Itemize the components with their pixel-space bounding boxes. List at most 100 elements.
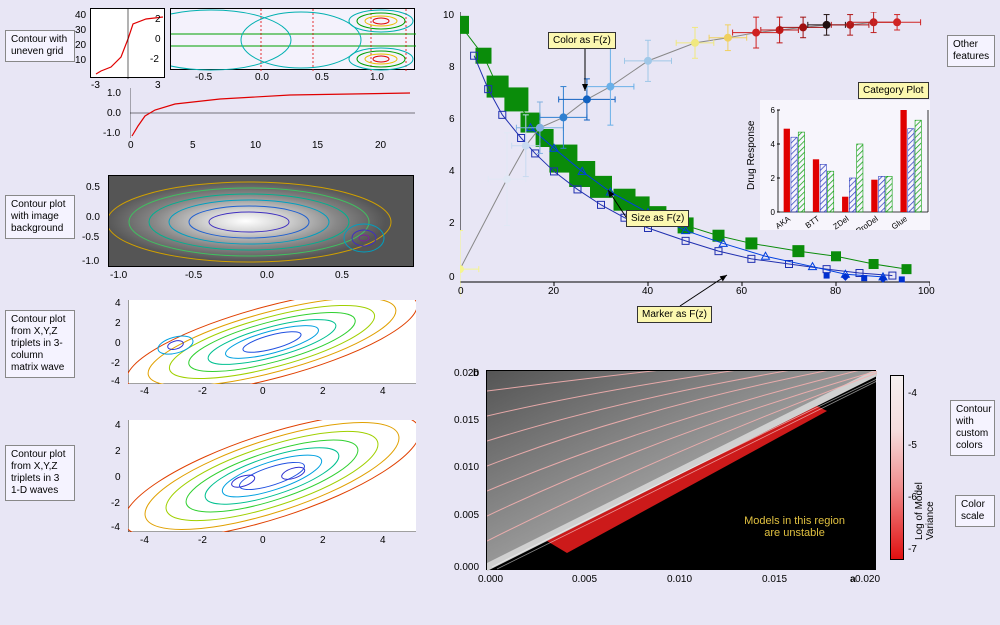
contour1 <box>128 300 416 384</box>
xt: 1.0 <box>370 72 384 83</box>
yt: 0 <box>449 272 455 283</box>
text: Color scale <box>961 499 985 522</box>
svg-text:ZDel: ZDel <box>831 214 850 230</box>
xt: 20 <box>548 286 559 297</box>
yt: 0.0 <box>86 212 100 223</box>
xt: 0.0 <box>260 270 274 281</box>
colorbar <box>890 375 904 560</box>
svg-text:AKA: AKA <box>774 214 793 230</box>
text: Size as F(z) <box>631 213 684 224</box>
contours-image <box>109 176 415 268</box>
xt: 15 <box>312 140 323 151</box>
xt: 5 <box>190 140 196 151</box>
category-plot: AKABTTZDelProDelGlue0246 <box>760 100 930 230</box>
label-image-bg: Contour plot with image background <box>5 195 75 239</box>
cb-t: -7 <box>908 544 917 555</box>
yt: -2 <box>111 358 120 369</box>
xt: 20 <box>375 140 386 151</box>
yt: 4 <box>115 420 121 431</box>
xt: 0.005 <box>572 574 597 585</box>
svg-text:ProDel: ProDel <box>855 214 880 230</box>
xt: 0.010 <box>667 574 692 585</box>
yt: 2 <box>449 218 455 229</box>
red-curve <box>130 88 415 138</box>
label-custom-colors: Contour with custom colors <box>950 400 995 456</box>
xt: 4 <box>380 535 386 546</box>
text: Color as F(z) <box>553 35 611 46</box>
xt: -2 <box>198 535 207 546</box>
yt: 0 <box>115 338 121 349</box>
yt: 0.010 <box>454 462 479 473</box>
xt: 0 <box>458 286 464 297</box>
text: Other features <box>953 39 989 62</box>
yt: 2 <box>155 14 161 25</box>
xt: 80 <box>830 286 841 297</box>
text: Category Plot <box>863 85 924 96</box>
yt: -2 <box>111 498 120 509</box>
yt: 0.015 <box>454 415 479 426</box>
wide-red-plot <box>130 88 415 138</box>
yt: 4 <box>115 298 121 309</box>
yt: 2 <box>115 446 121 457</box>
small-left-plot <box>90 8 165 78</box>
xyz-matrix-plot <box>128 300 416 384</box>
text: Contour plot from X,Y,Z triplets in 3 1-… <box>11 449 65 496</box>
variance-contour <box>487 371 877 571</box>
xt: 0 <box>260 386 266 397</box>
svg-text:0: 0 <box>771 208 776 217</box>
cb-label: Log of Model Variance <box>914 454 936 540</box>
xt: 2 <box>320 386 326 397</box>
yt: 0 <box>155 34 161 45</box>
xt: 40 <box>642 286 653 297</box>
callout-color-fz: Color as F(z) <box>548 32 616 49</box>
annotation-text: Models in this region are unstable <box>744 515 845 539</box>
yt: 0.000 <box>454 562 479 573</box>
yt: 0.0 <box>107 108 121 119</box>
callout-size-fz: Size as F(z) <box>626 210 689 227</box>
cb-t: -4 <box>908 388 917 399</box>
callout-category-plot: Category Plot <box>858 82 929 99</box>
yt: -1.0 <box>82 256 99 267</box>
annotation: Models in this region are unstable <box>744 515 845 539</box>
xt: -1.0 <box>110 270 127 281</box>
xt: 2 <box>320 535 326 546</box>
contour2 <box>128 420 416 532</box>
label-xyz-waves: Contour plot from X,Y,Z triplets in 3 1-… <box>5 445 75 501</box>
xt: 0.000 <box>478 574 503 585</box>
svg-text:Glue: Glue <box>890 214 909 230</box>
xt: 0.5 <box>335 270 349 281</box>
xt: 0.015 <box>762 574 787 585</box>
xt: 0 <box>128 140 134 151</box>
label-other-features: Other features <box>947 35 995 67</box>
yt: 30 <box>75 25 86 36</box>
text: Contour with custom colors <box>956 404 992 451</box>
svg-text:4: 4 <box>771 140 776 149</box>
yt: 0.005 <box>454 510 479 521</box>
yt: 0 <box>115 472 121 483</box>
yt: 10 <box>443 10 454 21</box>
xyz-waves-plot <box>128 420 416 532</box>
xt: -4 <box>140 386 149 397</box>
xt: -0.5 <box>195 72 212 83</box>
yt: -0.5 <box>82 232 99 243</box>
yt: 20 <box>75 40 86 51</box>
xt: -4 <box>140 535 149 546</box>
text: Contour plot from X,Y,Z triplets in 3-co… <box>11 314 65 373</box>
xt: 60 <box>736 286 747 297</box>
bottom-plot: Models in this region are unstable <box>486 370 876 570</box>
yt: 0.020 <box>454 368 479 379</box>
xt: 0.5 <box>315 72 329 83</box>
image-bg-plot <box>108 175 414 267</box>
yt: 4 <box>449 166 455 177</box>
yt: -1.0 <box>103 128 120 139</box>
xt: -0.5 <box>185 270 202 281</box>
yt: 40 <box>75 10 86 21</box>
cb-t: -5 <box>908 440 917 451</box>
xt: -2 <box>198 386 207 397</box>
label-xyz-matrix: Contour plot from X,Y,Z triplets in 3-co… <box>5 310 75 378</box>
xt: 10 <box>250 140 261 151</box>
yt: 6 <box>449 114 455 125</box>
cb-t: -6 <box>908 492 917 503</box>
svg-text:2: 2 <box>771 174 776 183</box>
text: Contour plot with image background <box>11 199 65 234</box>
